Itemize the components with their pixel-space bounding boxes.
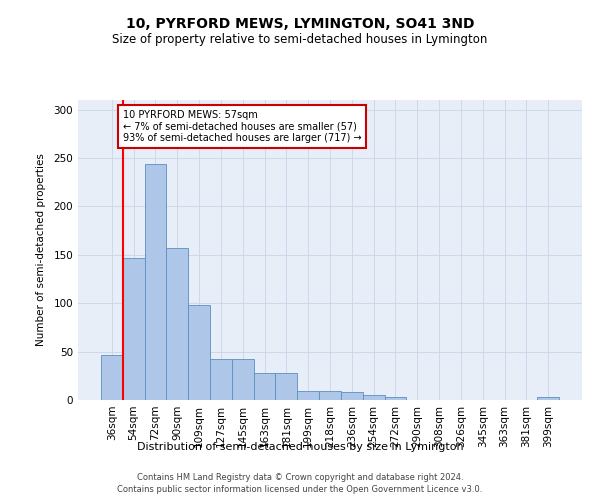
Bar: [232, 360, 254, 400]
Text: Size of property relative to semi-detached houses in Lymington: Size of property relative to semi-detach…: [112, 32, 488, 46]
Y-axis label: Number of semi-detached properties: Number of semi-detached properties: [37, 154, 46, 346]
Text: Contains public sector information licensed under the Open Government Licence v3: Contains public sector information licen…: [118, 485, 482, 494]
Bar: [101, 354, 123, 400]
Text: 10, PYRFORD MEWS, LYMINGTON, SO41 3ND: 10, PYRFORD MEWS, LYMINGTON, SO41 3ND: [126, 18, 474, 32]
Bar: [363, 395, 385, 400]
Bar: [166, 248, 188, 400]
Bar: [341, 392, 363, 400]
Text: Contains HM Land Registry data © Crown copyright and database right 2024.: Contains HM Land Registry data © Crown c…: [137, 472, 463, 482]
Bar: [537, 397, 559, 400]
Text: 10 PYRFORD MEWS: 57sqm
← 7% of semi-detached houses are smaller (57)
93% of semi: 10 PYRFORD MEWS: 57sqm ← 7% of semi-deta…: [123, 110, 361, 143]
Bar: [254, 373, 275, 400]
Bar: [123, 258, 145, 400]
Bar: [319, 392, 341, 400]
Bar: [188, 305, 210, 400]
Bar: [297, 392, 319, 400]
Bar: [145, 164, 166, 400]
Text: Distribution of semi-detached houses by size in Lymington: Distribution of semi-detached houses by …: [137, 442, 463, 452]
Bar: [275, 373, 297, 400]
Bar: [210, 360, 232, 400]
Bar: [385, 397, 406, 400]
